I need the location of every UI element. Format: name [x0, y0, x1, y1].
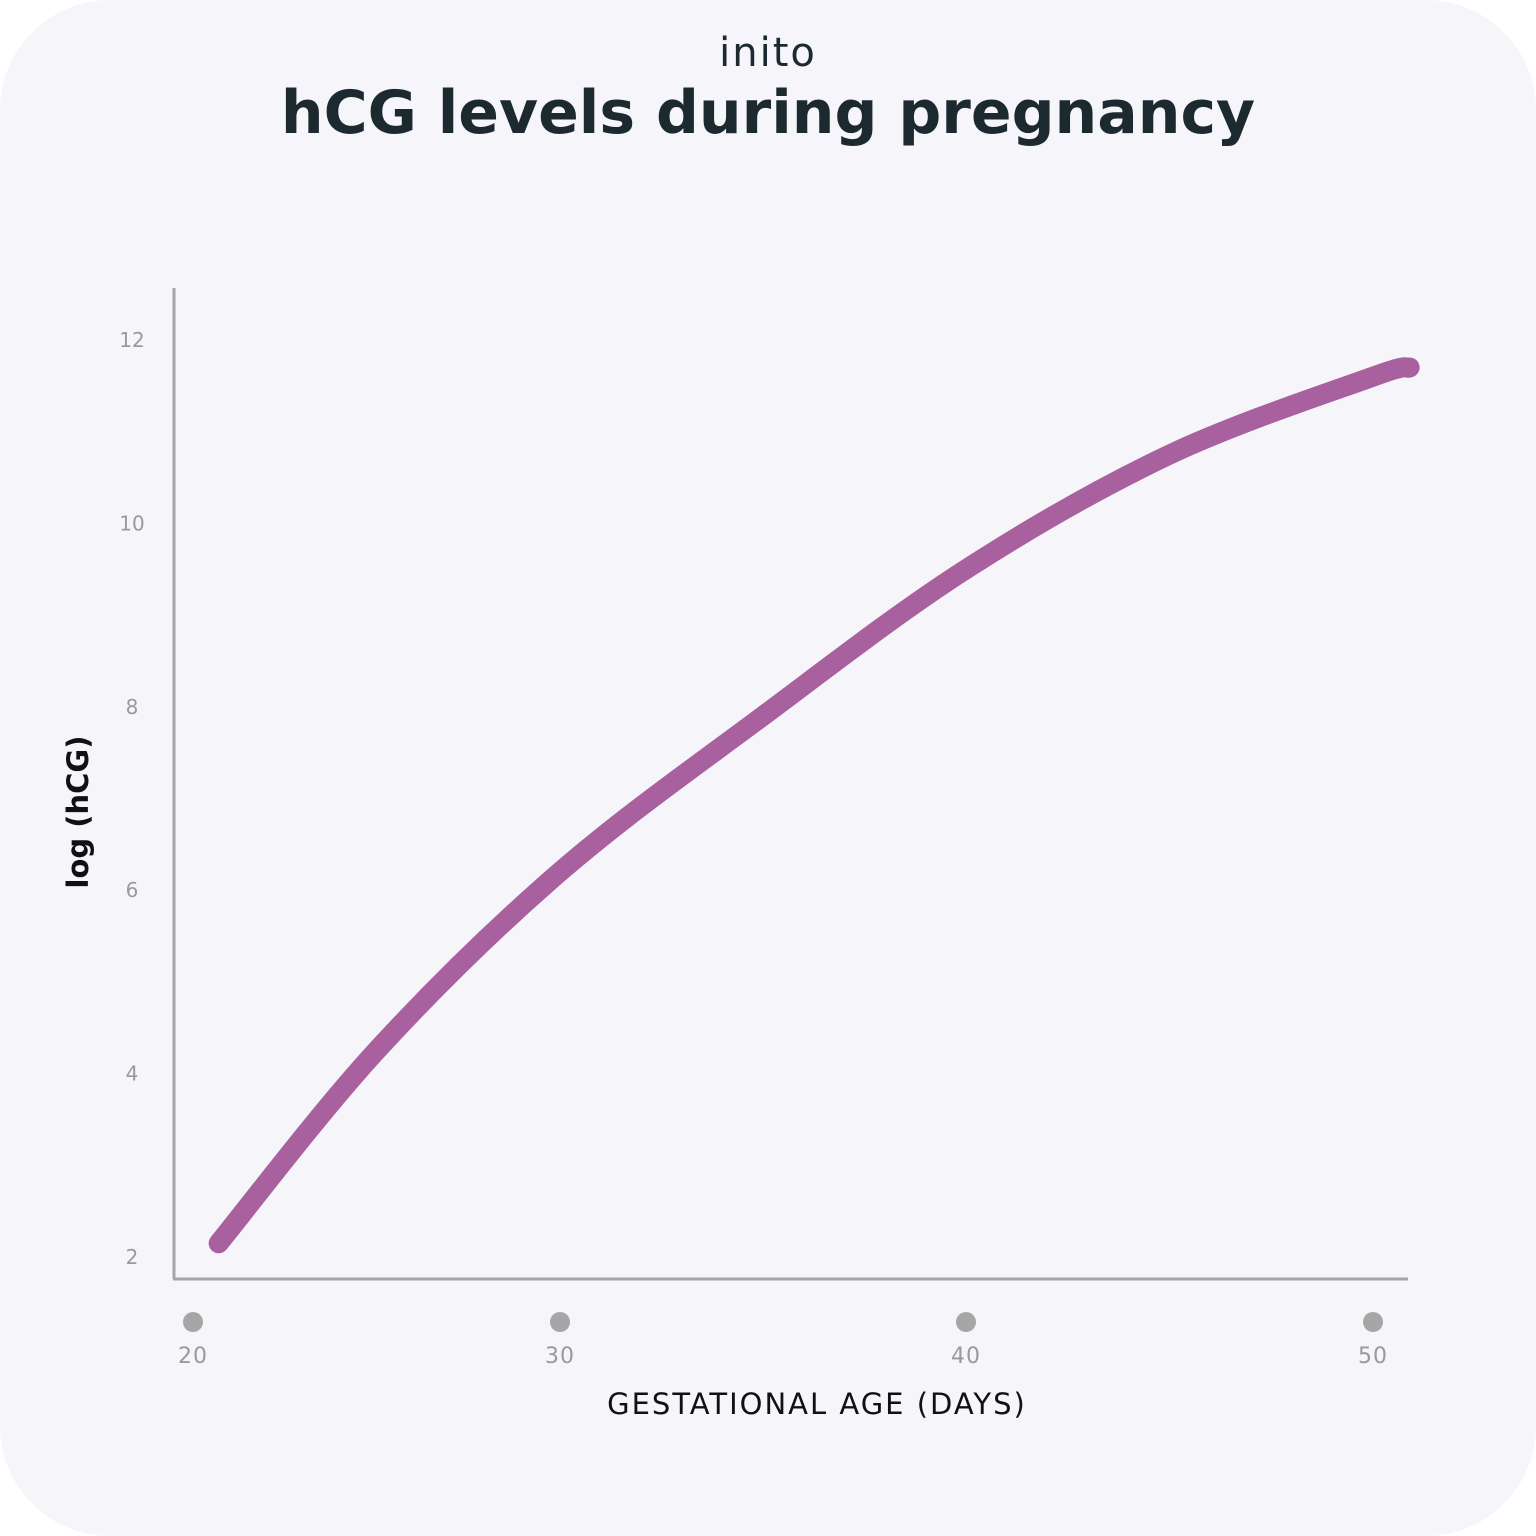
x-tick-dot	[956, 1312, 976, 1332]
y-tick-label: 10	[119, 511, 144, 535]
y-tick-label: 8	[126, 695, 139, 719]
hcg-series-line	[208, 357, 1420, 1254]
y-tick-label: 12	[119, 328, 144, 352]
y-axis-label: log (hCG)	[61, 736, 95, 889]
x-axis-label: GESTATIONAL AGE (DAYS)	[607, 1387, 1027, 1421]
x-tick-dot	[1363, 1312, 1383, 1332]
x-tick-dot	[550, 1312, 570, 1332]
y-tick-label: 6	[126, 878, 139, 902]
inito-logo: inito	[719, 30, 817, 76]
y-tick-label: 2	[126, 1245, 139, 1269]
x-tick-label: 50	[1358, 1344, 1388, 1369]
x-tick-label: 20	[178, 1344, 208, 1369]
chart-title: hCG levels during pregnancy	[280, 78, 1256, 148]
x-tick-label: 40	[951, 1344, 981, 1369]
y-tick-label: 4	[126, 1062, 139, 1086]
x-tick-dot	[183, 1312, 203, 1332]
x-tick-label: 30	[545, 1344, 575, 1369]
